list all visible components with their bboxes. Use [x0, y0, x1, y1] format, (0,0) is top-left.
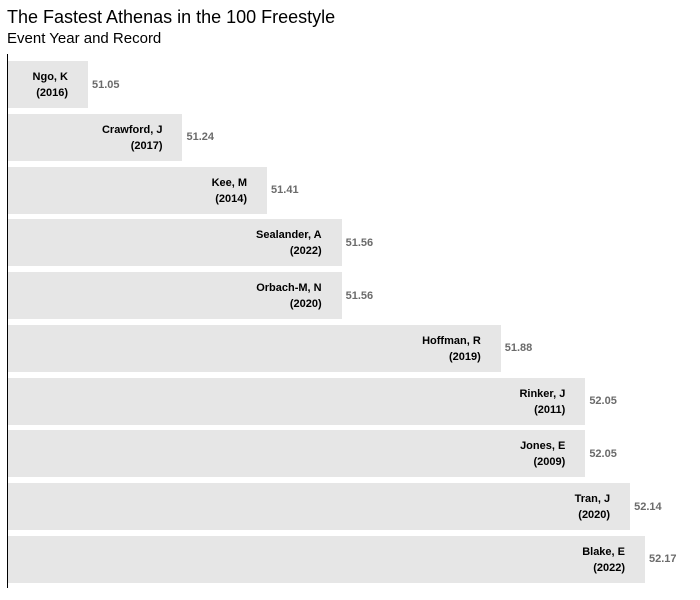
bar [8, 272, 342, 319]
bar-label-year: (2022) [593, 561, 625, 574]
bar [8, 166, 268, 214]
bar-label-year: (2011) [534, 403, 566, 416]
bar [8, 377, 586, 425]
bar-label: Hoffman, R (2019) [8, 333, 481, 365]
bar-label-name: Tran, J [574, 493, 611, 505]
value-label: 51.56 [345, 289, 374, 302]
bar-label: Sealander, A (2022) [8, 227, 322, 259]
bar-label-year: (2022) [289, 245, 322, 258]
bar [8, 324, 501, 372]
bar-label-year: (2020) [578, 509, 611, 521]
value-label: 52.14 [634, 500, 662, 513]
value-label: 52.17 [649, 553, 677, 566]
bar-label: Orbach-M, N (2020) [8, 280, 322, 312]
value-label: 51.88 [504, 342, 533, 355]
value-label: 51.05 [92, 78, 120, 91]
bar-label: Ngo, K (2016) [8, 69, 68, 101]
bar [8, 483, 631, 530]
bar [8, 535, 645, 583]
bar-label: Tran, J (2020) [8, 491, 610, 523]
bar-label: Jones, E (2009) [8, 438, 565, 470]
bar-label-name: Rinker, J [519, 387, 566, 400]
bar-label-name: Ngo, K [32, 71, 68, 83]
bar-label-year: (2016) [36, 87, 68, 99]
chart-title: The Fastest Athenas in the 100 Freestyle [7, 7, 336, 27]
value-label: 51.56 [345, 236, 374, 249]
value-label: 51.24 [186, 131, 215, 144]
bar-label-name: Kee, M [211, 176, 248, 189]
y-axis-line [7, 54, 8, 588]
bar-label-name: Blake, E [582, 545, 625, 558]
bar-label-year: (2019) [448, 350, 481, 363]
bar [8, 219, 342, 267]
value-label: 52.05 [589, 395, 617, 407]
bar-label: Rinker, J (2011) [8, 386, 565, 418]
bar-label: Crawford, J (2017) [8, 122, 163, 154]
bar [8, 113, 183, 161]
bar-label-name: Jones, E [520, 440, 566, 453]
bar-label-name: Crawford, J [101, 123, 163, 136]
bar-label-name: Orbach-M, N [256, 282, 322, 294]
bar [8, 61, 88, 108]
bar-label-year: (2009) [533, 456, 566, 469]
bar-label: Blake, E (2022) [8, 544, 625, 576]
value-label: 52.05 [589, 447, 617, 460]
bar-label-year: (2014) [215, 192, 248, 205]
bar-label-year: (2020) [289, 298, 322, 310]
bar-label-name: Sealander, A [256, 229, 322, 242]
bar [8, 430, 586, 478]
bar-label: Kee, M (2014) [8, 175, 247, 207]
chart-subtitle: Event Year and Record [7, 30, 162, 47]
bar-label-name: Hoffman, R [422, 334, 481, 347]
value-label: 51.41 [271, 184, 299, 196]
bar-label-year: (2017) [130, 139, 163, 152]
